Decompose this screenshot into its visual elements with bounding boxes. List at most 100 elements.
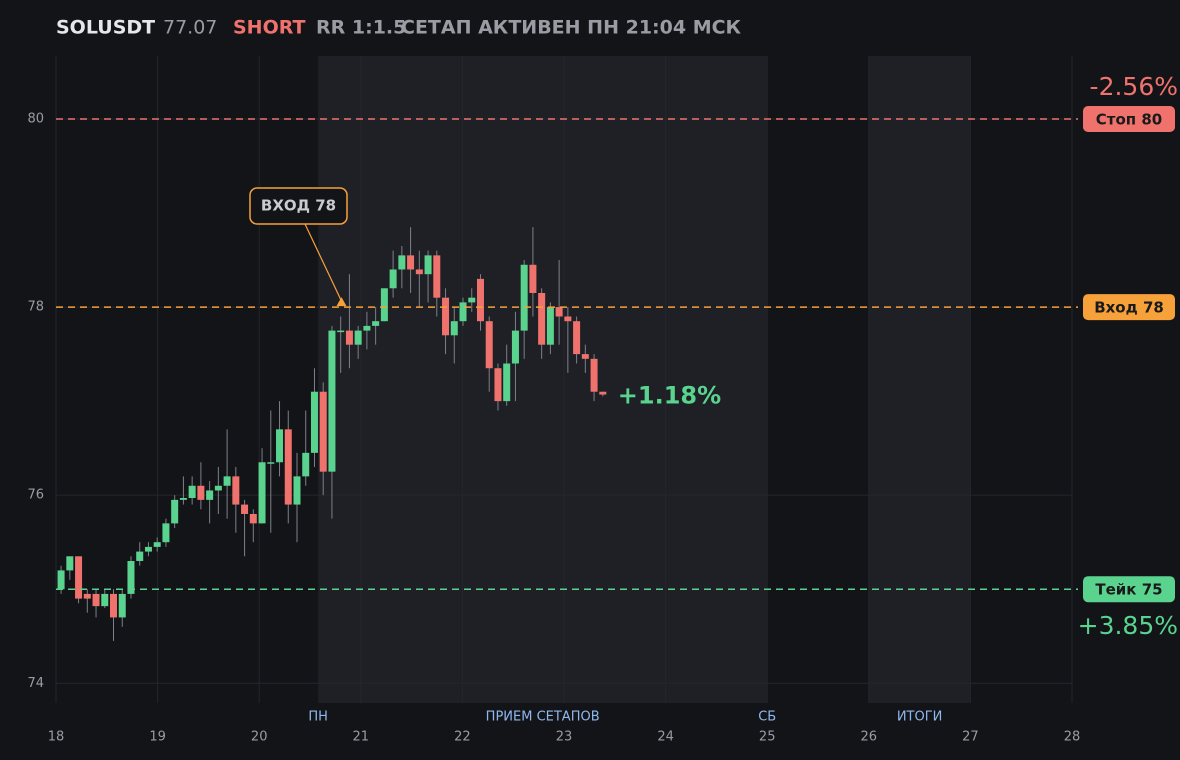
candle-body — [162, 523, 170, 543]
candle-body — [127, 560, 135, 594]
candle-body — [468, 297, 476, 303]
last-price: 77.07 — [163, 17, 217, 39]
candle-body — [599, 391, 607, 395]
level-label: Стоп 80 — [1096, 111, 1162, 129]
level-tag — [1083, 294, 1175, 321]
candle-body — [293, 476, 301, 505]
candle-body — [372, 321, 380, 326]
y-tick-label: 80 — [27, 112, 44, 127]
candle-body — [118, 593, 126, 618]
x-tick-label: 26 — [861, 730, 878, 745]
candle-body — [476, 278, 484, 322]
symbol: SOLUSDT — [56, 17, 155, 39]
y-tick-label: 74 — [27, 676, 44, 691]
level-pct: -2.56% — [1090, 72, 1178, 101]
candle-body — [214, 485, 222, 491]
candle-body — [363, 325, 371, 331]
candle-body — [459, 302, 467, 322]
session-label: ПРИЕМ СЕТАПОВ — [486, 710, 600, 725]
risk-reward: RR 1:1.5 — [316, 17, 406, 39]
candle-body — [555, 307, 563, 317]
candle-body — [398, 255, 406, 270]
x-tick-label: 19 — [149, 730, 166, 745]
candle-body — [232, 476, 240, 505]
candle-body — [153, 542, 161, 547]
candle-body — [66, 556, 74, 571]
x-tick-label: 20 — [251, 730, 268, 745]
candle-body — [415, 269, 423, 275]
candle-body — [276, 429, 284, 463]
candle-body — [590, 358, 598, 392]
candle-body — [223, 476, 231, 486]
annotation-arrow — [304, 223, 343, 302]
setup-status: СЕТАП АКТИВЕН ПН 21:04 МСК — [401, 17, 742, 39]
candle-body — [485, 321, 493, 369]
side: SHORT — [233, 17, 306, 39]
candle-body — [101, 593, 109, 607]
level-pct: +3.85% — [1078, 611, 1178, 640]
candle-body — [92, 593, 100, 607]
candle-body — [136, 551, 144, 561]
candle-body — [83, 593, 91, 599]
session-marker: ПН — [308, 710, 328, 725]
candle-body — [424, 255, 432, 275]
candle-body — [284, 429, 292, 505]
candle-body — [110, 593, 118, 618]
background-layer: ПРИЕМ СЕТАПОВ ИТОГИ ПН СБ 18 19 20 21 22 23 24 25 26… — [27, 56, 1080, 745]
candle-body — [267, 462, 275, 464]
annotation-arrowhead — [336, 297, 347, 307]
x-tick-label: 27 — [962, 730, 979, 745]
candle-body — [258, 462, 266, 524]
candle-body — [520, 264, 528, 331]
current-pct: +1.18% — [618, 382, 721, 410]
candle-body — [389, 269, 397, 289]
candle-body — [529, 264, 537, 293]
candle-body — [197, 485, 205, 500]
x-tick-label: 25 — [759, 730, 776, 745]
candle-body — [546, 307, 554, 345]
x-tick-label: 22 — [454, 730, 471, 745]
candle-body — [573, 321, 581, 355]
candle-body — [511, 330, 519, 364]
x-tick-label: 28 — [1064, 730, 1081, 745]
candle-body — [144, 546, 152, 552]
candle-body — [179, 497, 187, 500]
level-label: Тейк 75 — [1095, 581, 1162, 599]
candle-body — [319, 391, 327, 472]
candle-body — [407, 255, 415, 270]
y-tick-label: 76 — [27, 488, 44, 503]
candle-body — [337, 330, 345, 333]
x-tick-label: 18 — [48, 730, 65, 745]
candle-body — [171, 499, 179, 524]
level-label: Вход 78 — [1094, 299, 1164, 317]
candle-body — [538, 292, 546, 345]
level-tag — [1083, 576, 1175, 603]
annotation-box — [249, 187, 348, 225]
x-tick-label: 21 — [353, 730, 370, 745]
candle-body — [206, 490, 214, 500]
plot-layer: Стоп 80 -2.56% Вход 78 Тейк 75 +3.85% ВХОД 78… — [56, 72, 1178, 641]
candle-body — [302, 452, 310, 477]
candle-body — [241, 504, 249, 514]
candle-body — [380, 288, 388, 322]
candle-body — [57, 570, 65, 590]
candle-body — [345, 330, 353, 345]
candle-body — [581, 354, 589, 359]
annotation-text: ВХОД 78 — [261, 197, 336, 215]
x-tick-label: 23 — [556, 730, 573, 745]
x-tick-label: 24 — [657, 730, 674, 745]
candle-body — [450, 321, 458, 336]
candle-body — [433, 255, 441, 298]
candle-body — [494, 368, 502, 402]
candle-body — [310, 391, 318, 453]
candle-body — [188, 485, 196, 498]
candle-body — [354, 330, 362, 345]
candle-body — [564, 316, 572, 322]
candle-body — [75, 556, 83, 599]
session-band — [868, 56, 971, 703]
candle-body — [328, 330, 336, 472]
session-label: ИТОГИ — [897, 710, 943, 725]
candle-body — [503, 363, 511, 402]
